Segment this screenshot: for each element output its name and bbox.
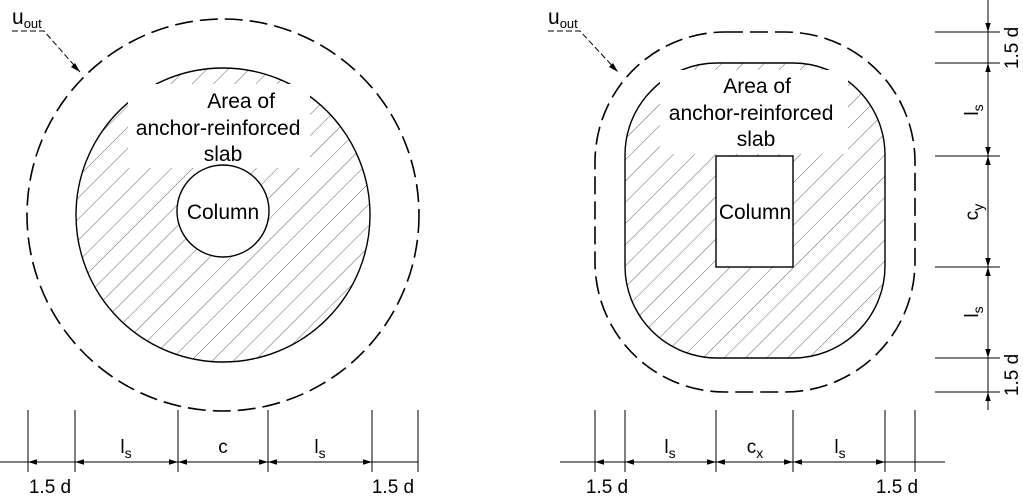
dim-c: c — [218, 437, 228, 458]
vdim-ls-top: ls — [962, 104, 986, 115]
vdim-top: 1.5 d — [1002, 27, 1023, 69]
dim-left-outer: 1.5 d — [586, 477, 628, 497]
uout-leader-arrow — [71, 63, 80, 72]
outer-control-perimeter-rounded — [594, 31, 916, 393]
area-label-line-3: slab — [737, 128, 776, 151]
dim-ls-left: ls — [120, 437, 131, 461]
column-circle — [176, 164, 270, 258]
vdim-bottom: 1.5 d — [1002, 354, 1023, 396]
left-dimension-chain — [0, 410, 419, 472]
dim-right-outer: 1.5 d — [876, 477, 918, 497]
area-label-background — [128, 84, 310, 168]
uout-leader-line — [12, 30, 81, 73]
area-label: Area of anchor-reinforced slab — [136, 90, 306, 166]
area-label: Area of anchor-reinforced slab — [669, 75, 839, 151]
vdim-ls-bottom: ls — [962, 306, 986, 317]
dim-ls-right: ls — [834, 437, 845, 461]
column-label: Column — [719, 201, 791, 224]
column-label: Column — [187, 201, 259, 224]
dim-cx: cx — [747, 437, 764, 461]
area-label-line-2: anchor-reinforced — [136, 117, 301, 140]
uout-label: uout — [548, 6, 578, 31]
uout-leader-arrow — [609, 63, 618, 72]
column-rectangle — [715, 155, 794, 268]
uout-leader-line — [548, 30, 619, 73]
circular-column-figure: Area of anchor-reinforced slab Column uo… — [0, 6, 420, 497]
area-label-line-1: Area of — [207, 90, 275, 113]
area-label-line-2: anchor-reinforced — [669, 102, 834, 125]
rectangular-column-figure: Area of anchor-reinforced slab Column uo… — [548, 0, 1023, 497]
outer-control-perimeter-circle — [26, 18, 420, 412]
vdim-cy: cy — [962, 204, 986, 221]
dim-ls-left: ls — [664, 437, 675, 461]
dim-left-outer: 1.5 d — [29, 477, 71, 497]
dim-ls-right: ls — [314, 437, 325, 461]
area-label-background — [660, 70, 848, 154]
area-label-line-1: Area of — [723, 75, 791, 98]
area-label-line-3: slab — [204, 143, 243, 166]
dim-right-outer: 1.5 d — [372, 477, 414, 497]
vertical-dimension-chain — [935, 0, 1000, 410]
uout-label: uout — [12, 6, 42, 31]
